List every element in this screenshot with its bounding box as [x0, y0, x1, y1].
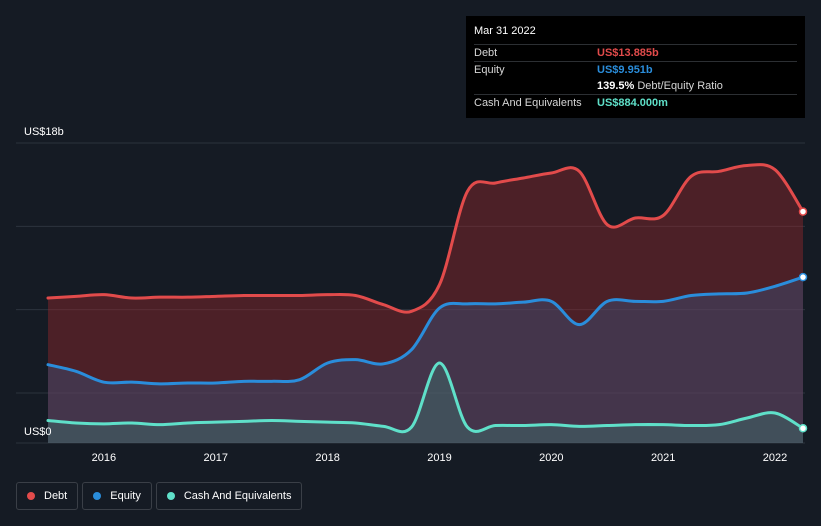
- hover-tooltip: Mar 31 2022 Debt US$13.885b Equity US$9.…: [466, 16, 805, 118]
- legend-label-debt: Debt: [44, 490, 68, 502]
- tooltip-cash-value: US$884.000m: [597, 97, 668, 109]
- tooltip-row-cash: Cash And Equivalents US$884.000m: [474, 94, 797, 111]
- x-tick-label: 2017: [204, 452, 228, 464]
- cash-end-marker: [798, 424, 808, 433]
- tooltip-row-equity: Equity US$9.951b: [474, 61, 797, 78]
- debt-end-marker: [798, 207, 808, 216]
- debt-area: [48, 164, 803, 443]
- tooltip-debt-label: Debt: [474, 47, 498, 59]
- equity-end-marker: [798, 272, 808, 282]
- equity-area: [48, 277, 803, 443]
- legend-item-cash[interactable]: Cash And Equivalents: [155, 482, 303, 510]
- tooltip-ratio-value: 139.5%: [597, 80, 635, 92]
- tooltip-equity-label: Equity: [474, 64, 505, 76]
- equity-dot-icon: [93, 492, 102, 500]
- legend-item-debt[interactable]: Debt: [16, 482, 79, 510]
- legend-item-equity[interactable]: Equity: [82, 482, 152, 510]
- series-lines: [46, 163, 805, 434]
- tooltip-row-ratio: 139.5% Debt/Equity Ratio: [474, 78, 797, 94]
- tooltip-date: Mar 31 2022: [474, 25, 536, 37]
- tooltip-ratio-label: Debt/Equity Ratio: [637, 80, 723, 92]
- cash-dot-icon: [166, 492, 175, 500]
- x-tick-label: 2018: [315, 452, 339, 464]
- chart-legend: Debt Equity Cash And Equivalents: [16, 482, 303, 510]
- y-axis-top-label: US$18b: [24, 126, 64, 138]
- x-tick-label: 2016: [92, 452, 116, 464]
- y-axis-bottom-label: US$0: [24, 426, 52, 438]
- gridlines: [16, 142, 805, 444]
- end-markers: [798, 207, 808, 433]
- tooltip-cash-label: Cash And Equivalents: [474, 97, 582, 109]
- tooltip-row-debt: Debt US$13.885b: [474, 44, 797, 61]
- debt-dot-icon: [27, 492, 35, 500]
- legend-label-equity: Equity: [110, 490, 141, 502]
- debt-line: [46, 163, 805, 314]
- x-tick-label: 2019: [427, 452, 451, 464]
- equity-line: [46, 275, 805, 386]
- tooltip-debt-value: US$13.885b: [597, 47, 659, 59]
- x-tick-label: 2022: [763, 452, 787, 464]
- x-tick-label: 2021: [651, 452, 675, 464]
- cash-line: [46, 361, 805, 434]
- tooltip-equity-value: US$9.951b: [597, 64, 653, 76]
- legend-label-cash: Cash And Equivalents: [183, 490, 292, 502]
- x-axis-ticks: 2016 2017 2018 2019 2020 2021 2022: [92, 452, 788, 464]
- x-tick-label: 2020: [539, 452, 563, 464]
